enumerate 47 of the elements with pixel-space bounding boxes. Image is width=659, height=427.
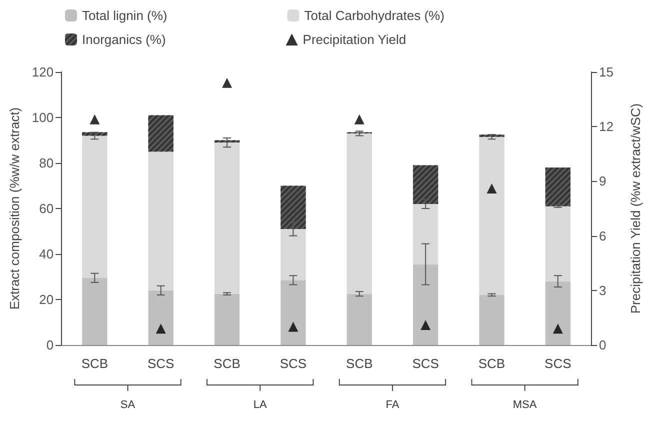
y2-tick-label: 12: [599, 119, 614, 134]
y-tick-label: 20: [39, 292, 54, 307]
point: [354, 114, 364, 124]
y-tick-label: 0: [46, 338, 54, 352]
y2-tick-label: 3: [599, 282, 606, 298]
y-axis-title: Extract composition (%w/w extract): [7, 107, 22, 310]
y2-tick-label: 9: [599, 174, 606, 189]
legend-label: Inorganics (%): [82, 32, 166, 47]
y2-tick-label: 0: [599, 338, 606, 352]
text: SA: [120, 399, 136, 411]
point: [156, 324, 166, 334]
bar: [82, 278, 108, 345]
legend-label: Total lignin (%): [82, 8, 168, 23]
bar: [280, 280, 306, 345]
bar: [148, 290, 174, 345]
legend-label: Total Carbohydrates (%): [304, 8, 444, 23]
legend-label: Precipitation Yield: [302, 32, 406, 47]
y2-axis-title: Precipitation Yield (%w extract/wSC): [628, 103, 643, 314]
y-tick-label: 100: [32, 110, 54, 125]
x-tick-label: SCB: [214, 356, 240, 371]
text: MSA: [512, 399, 537, 411]
point: [486, 183, 497, 194]
x-tick-label: SCS: [544, 356, 572, 371]
bar: [479, 294, 504, 345]
x-tick-label: SCB: [81, 356, 108, 371]
y-tick-label: 120: [32, 64, 54, 80]
y-tick-label: 80: [39, 156, 54, 170]
x-tick-label: SCB: [478, 356, 506, 371]
point: [222, 78, 232, 88]
point: [552, 324, 563, 334]
bar: [346, 294, 372, 345]
y-tick-label: 40: [39, 246, 54, 262]
x-tick-label: SCS: [280, 356, 307, 371]
y2-tick-label: 6: [599, 228, 606, 244]
text: LA: [253, 399, 267, 411]
bar: [412, 264, 438, 345]
point: [420, 320, 431, 330]
bar: [214, 294, 240, 345]
y2-tick-label: 15: [599, 64, 614, 80]
bar: [545, 281, 570, 345]
x-tick-label: SCS: [412, 356, 440, 371]
x-tick-label: SCS: [147, 356, 175, 371]
point: [90, 114, 100, 124]
text: FA: [386, 399, 400, 411]
y-tick-label: 60: [39, 201, 54, 216]
point: [288, 322, 298, 332]
x-tick-label: SCB: [346, 356, 373, 371]
